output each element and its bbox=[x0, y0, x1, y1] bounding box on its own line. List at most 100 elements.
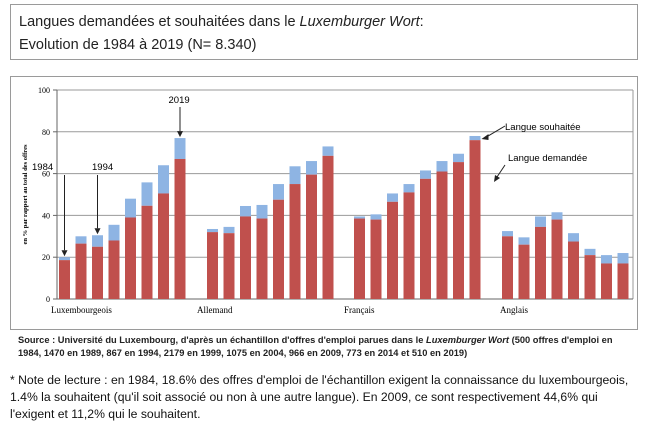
source-text: Source : Université du Luxembourg, d'apr… bbox=[18, 334, 638, 360]
bar-demandee bbox=[158, 193, 169, 299]
legend-souhaitee-arrow bbox=[486, 125, 506, 138]
bar-demandee bbox=[289, 184, 301, 299]
bar-demandee bbox=[469, 140, 481, 299]
y-axis-label: en % par rapport au total des offres bbox=[22, 144, 29, 244]
bar-demandee bbox=[223, 233, 235, 299]
bar-souhaitee bbox=[306, 161, 317, 175]
bar-demandee bbox=[59, 260, 70, 299]
legend-souhaitee-arrowhead bbox=[481, 133, 489, 140]
bar-souhaitee bbox=[551, 212, 563, 220]
bar-souhaitee bbox=[601, 255, 612, 264]
bar-demandee bbox=[601, 263, 612, 299]
bar-souhaitee bbox=[141, 182, 153, 206]
bar-demandee bbox=[568, 241, 579, 299]
chart-title-prefix: Langues demandées et souhaitées dans le bbox=[19, 14, 300, 30]
annotation-2019-arrowhead bbox=[177, 131, 183, 138]
bar-demandee bbox=[108, 240, 120, 299]
y-tick-label: 100 bbox=[38, 86, 50, 95]
bar-souhaitee bbox=[420, 170, 431, 179]
annotation-1984-arrowhead bbox=[61, 250, 68, 257]
bar-demandee bbox=[306, 174, 317, 299]
bar-demandee bbox=[535, 226, 546, 299]
bar-demandee bbox=[125, 217, 136, 299]
bar-demandee bbox=[174, 158, 186, 299]
x-group-label: Luxembourgeois bbox=[51, 305, 112, 315]
x-group-label: Français bbox=[344, 305, 375, 315]
bar-demandee bbox=[354, 218, 365, 299]
bar-demandee bbox=[256, 218, 268, 299]
bar-souhaitee bbox=[568, 233, 579, 242]
chart-title-suffix: : bbox=[419, 14, 424, 30]
bar-souhaitee bbox=[125, 198, 136, 218]
bar-demandee bbox=[551, 219, 563, 299]
annotation-1994: 1994 bbox=[92, 162, 113, 173]
bar-demandee bbox=[502, 236, 513, 299]
chart-title-newspaper: Luxemburger Wort bbox=[299, 14, 420, 30]
bar-demandee bbox=[518, 244, 530, 299]
annotation-1994-arrowhead bbox=[94, 228, 101, 235]
y-tick-label: 80 bbox=[42, 128, 50, 137]
bar-demandee bbox=[420, 178, 431, 299]
bar-demandee bbox=[370, 219, 382, 299]
bar-souhaitee bbox=[403, 184, 415, 193]
bar-demandee bbox=[207, 232, 218, 299]
bar-souhaitee bbox=[240, 205, 251, 217]
y-tick-label: 40 bbox=[42, 211, 50, 220]
x-group-label: Allemand bbox=[197, 305, 233, 315]
bar-souhaitee bbox=[387, 193, 398, 202]
legend-demandee-arrowhead bbox=[494, 175, 500, 182]
bar-demandee bbox=[322, 155, 334, 299]
bar-souhaitee bbox=[92, 235, 103, 247]
bar-demandee bbox=[75, 243, 87, 299]
bar-souhaitee bbox=[584, 248, 596, 256]
bar-souhaitee bbox=[518, 237, 530, 245]
legend-demandee-arrow bbox=[496, 164, 506, 178]
bar-souhaitee bbox=[256, 204, 268, 219]
bar-demandee bbox=[617, 263, 629, 299]
chart-subtitle: Evolution de 1984 à 2019 (N= 8.340) bbox=[19, 37, 257, 53]
bar-demandee bbox=[436, 171, 448, 299]
bar-chart: 0 20 40 60 80 100 en % par rapport au total de… bbox=[22, 86, 634, 315]
annotation-1984: 1984 bbox=[32, 162, 53, 173]
y-tick-label: 60 bbox=[42, 170, 50, 179]
bar-souhaitee bbox=[158, 165, 169, 194]
source-suffix: (500 offres d'emploi en 1984, 1470 en 19… bbox=[18, 335, 613, 358]
y-tick-label: 0 bbox=[46, 295, 50, 304]
x-group-label: Anglais bbox=[500, 305, 528, 315]
source-prefix: Source : Université du Luxembourg, d'apr… bbox=[18, 335, 427, 345]
bar-demandee bbox=[403, 192, 415, 299]
reading-note: * Note de lecture : en 1984, 18.6% des o… bbox=[10, 373, 629, 421]
bar-souhaitee bbox=[617, 253, 629, 264]
bar-souhaitee bbox=[453, 153, 464, 163]
bar-souhaitee bbox=[223, 226, 235, 234]
bar-souhaitee bbox=[436, 161, 448, 172]
chart-title: Langues demandées et souhaitées dans le … bbox=[19, 11, 629, 34]
bar-souhaitee bbox=[322, 146, 334, 156]
bar-demandee bbox=[453, 162, 464, 299]
legend-souhaitee-label: Langue souhaitée bbox=[505, 122, 581, 133]
source-newspaper: Luxemburger Wort bbox=[426, 335, 510, 345]
bar-souhaitee bbox=[75, 236, 87, 244]
bar-demandee bbox=[387, 201, 398, 299]
bar-demandee bbox=[584, 255, 596, 299]
bar-souhaitee bbox=[469, 135, 481, 141]
bar-souhaitee bbox=[273, 184, 284, 200]
chart-title-box: Langues demandées et souhaitées dans le … bbox=[10, 4, 638, 60]
bar-souhaitee bbox=[207, 228, 218, 233]
bar-souhaitee bbox=[370, 214, 382, 220]
bar-souhaitee bbox=[354, 216, 365, 219]
y-tick-label: 20 bbox=[42, 253, 50, 262]
bar-demandee bbox=[240, 216, 251, 299]
legend-demandee-label: Langue demandée bbox=[508, 153, 587, 164]
bar-souhaitee bbox=[59, 257, 70, 261]
bar-souhaitee bbox=[289, 166, 301, 185]
bar-demandee bbox=[92, 246, 103, 299]
bar-demandee bbox=[141, 205, 153, 299]
bar-souhaitee bbox=[535, 216, 546, 227]
chart-frame: 0 20 40 60 80 100 en % par rapport au total de… bbox=[10, 76, 638, 330]
bar-demandee bbox=[273, 199, 284, 299]
bar-souhaitee bbox=[174, 138, 186, 159]
bar-souhaitee bbox=[502, 231, 513, 237]
annotation-2019: 2019 bbox=[169, 95, 190, 106]
bar-souhaitee bbox=[108, 224, 120, 241]
